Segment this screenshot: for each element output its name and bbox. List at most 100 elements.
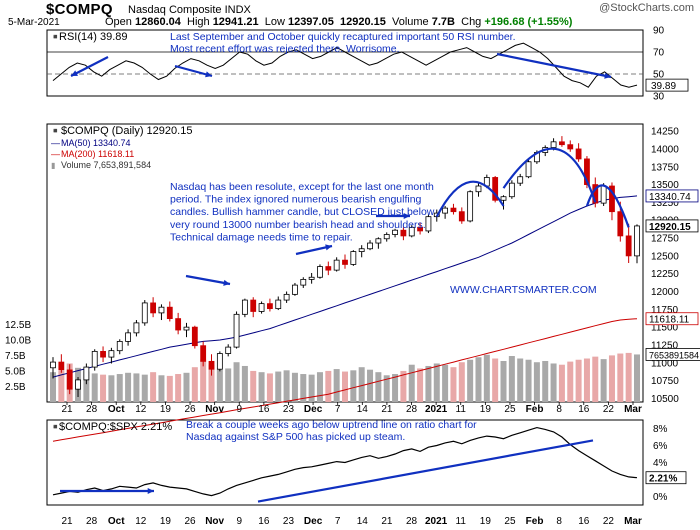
high-value: 12941.21 [212, 16, 259, 28]
volume-bar [383, 375, 390, 402]
volume-bar [283, 370, 290, 402]
ratio-x-label: Oct [108, 516, 125, 527]
candle-body [358, 248, 365, 252]
rsi-arrow-3-shaft [496, 52, 612, 79]
candle-body [525, 161, 532, 178]
volume-tick-label: 7.5B [5, 351, 26, 362]
candle-body [66, 369, 73, 390]
candle-body [125, 332, 131, 342]
volume-bar [83, 371, 90, 402]
price-x-label: 19 [160, 404, 172, 415]
volume-bar [567, 361, 574, 402]
candle-body [250, 299, 257, 312]
symbol-title: $COMPQ [46, 1, 113, 18]
ratio-x-label: Dec [304, 516, 323, 527]
price-x-label: Feb [526, 404, 544, 415]
candle-body [141, 302, 148, 324]
ratio-x-label: 16 [258, 516, 270, 527]
price-x-label: 11 [456, 404, 467, 415]
volume-bar [316, 372, 323, 402]
candle-body [208, 360, 215, 370]
candle-body [158, 306, 165, 314]
price-legend-marker: ◾ [51, 128, 60, 135]
ma200-line [52, 318, 638, 442]
candle-body [442, 207, 449, 214]
volume-bar [617, 353, 624, 402]
price-x-label: 22 [603, 404, 615, 415]
ratio-x-label: 14 [357, 516, 369, 527]
price-tick-label: 12000 [651, 287, 679, 298]
candle-body [584, 158, 590, 185]
ma200-value-label: 11618.11 [649, 315, 690, 326]
volume-bar [200, 359, 207, 402]
ratio-x-label: 2021 [425, 516, 448, 527]
candle-body [91, 350, 98, 368]
volume-bar [291, 372, 298, 402]
price-tick-label: 14250 [651, 127, 679, 138]
volume-bar [58, 370, 65, 402]
candle-body [275, 299, 282, 310]
candle-body [392, 229, 398, 235]
volume-bar [542, 360, 549, 402]
price-tick-label: 11250 [651, 340, 679, 351]
volume-bar [125, 372, 132, 402]
volume-bar [634, 354, 640, 402]
chg-value: +196.68 (+1.55%) [484, 16, 573, 28]
candle-body [367, 242, 373, 250]
index-name: Nasdaq Composite INDX [128, 4, 251, 16]
volume-bar [50, 372, 56, 402]
volume-legend-swatch: ▮ [51, 161, 55, 170]
candle-body [425, 216, 432, 232]
candle-body [508, 182, 515, 198]
candle-body [625, 235, 632, 257]
volume-bar [600, 359, 607, 402]
volume-value-label: 7653891584 [649, 350, 699, 360]
ratio-x-label: 16 [578, 516, 590, 527]
price-x-label: 16 [258, 404, 270, 415]
volume-bar [308, 374, 315, 402]
volume-bar [550, 363, 557, 402]
rsi-tick-label: 90 [653, 26, 665, 37]
candle-body [408, 226, 415, 237]
price-x-label: Oct [108, 404, 125, 415]
rsi-arrow-1-shaft [70, 56, 109, 77]
candle-body [116, 341, 123, 352]
volume-bar [417, 368, 424, 402]
candle-body [108, 350, 115, 358]
volume-bar [158, 375, 165, 402]
volume-bar [450, 367, 457, 402]
rsi-legend: RSI(14) 39.89 [59, 31, 127, 43]
candle-body [383, 234, 390, 240]
candle-body [400, 229, 407, 237]
price-x-label: Nov [205, 404, 224, 415]
rsi-arrow-2-head [205, 71, 212, 78]
candle-body [292, 284, 298, 295]
volume-bar [367, 369, 374, 402]
volume-bar [175, 374, 182, 402]
candle-body [333, 259, 340, 271]
candle-body [458, 211, 465, 222]
candle-body [216, 353, 223, 370]
price-tick-label: 12250 [651, 269, 679, 280]
volume-bar [400, 370, 407, 402]
price-x-label: 8 [556, 404, 562, 415]
price-tick-label: 11750 [651, 305, 679, 316]
ratio-tick-label: 4% [653, 458, 668, 469]
chg-label: Chg [461, 16, 482, 28]
candle-body [634, 225, 640, 257]
volume-bar [208, 364, 215, 402]
ratio-x-label: Nov [205, 516, 224, 527]
volume-bar [342, 371, 348, 402]
rsi-arrow-3-head [604, 72, 611, 79]
volume-bar [608, 355, 615, 402]
candle-body [166, 306, 173, 320]
candle-body [342, 259, 348, 265]
ma50-legend-swatch: — [51, 138, 60, 148]
candle-body [75, 379, 81, 390]
price-x-label: 19 [480, 404, 492, 415]
ma200-legend-swatch: — [51, 149, 60, 159]
ma200-legend: MA(200) 11618.11 [61, 149, 134, 159]
ratio-x-label: Mar [624, 516, 642, 527]
rsi-current-box [645, 78, 689, 92]
ratio-x-label: 21 [381, 516, 393, 527]
